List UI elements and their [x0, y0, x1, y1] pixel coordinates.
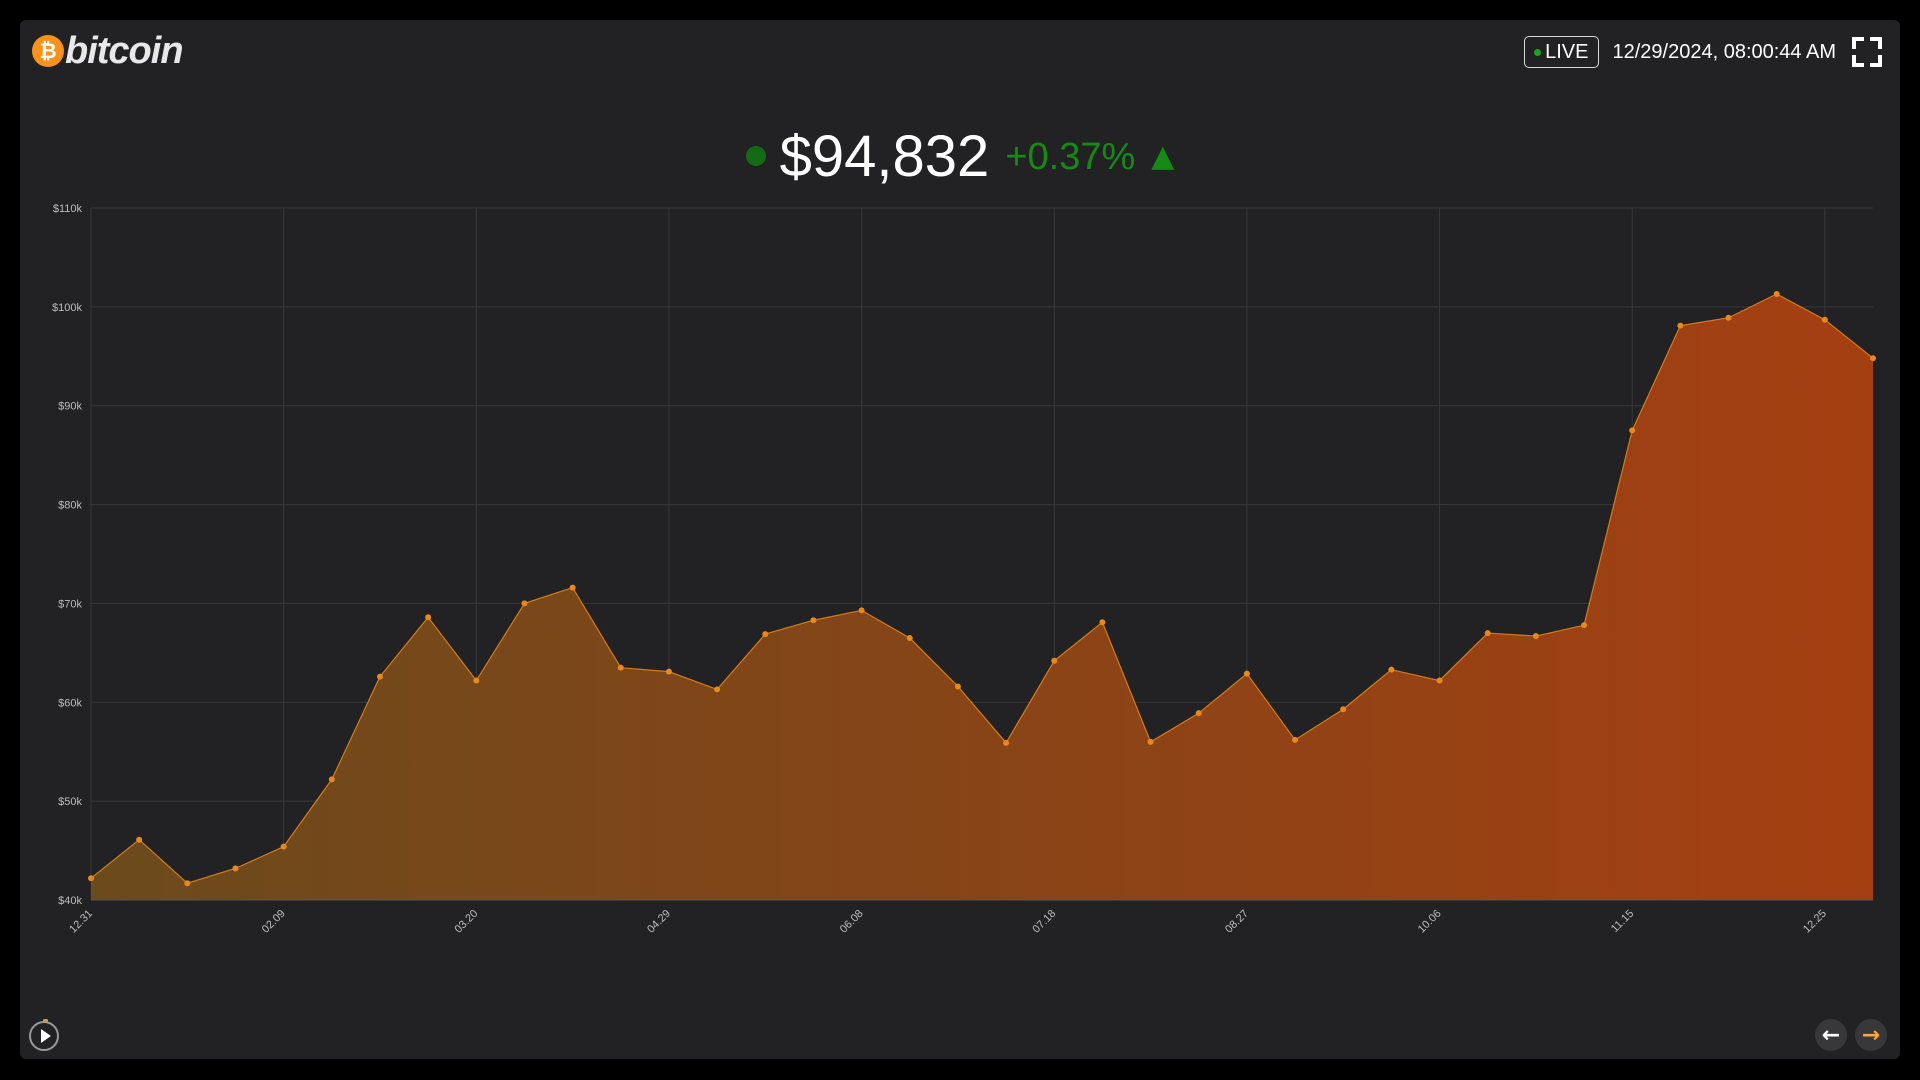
- data-point: [280, 843, 287, 850]
- price-status-dot: [745, 146, 766, 166]
- x-tick-label: 03.20: [452, 908, 480, 936]
- data-point: [1099, 619, 1106, 626]
- trend-up-icon: ▲: [1151, 139, 1175, 174]
- brand-wordmark: bitcoin: [65, 29, 184, 72]
- data-point: [425, 614, 432, 621]
- data-point: [328, 776, 335, 783]
- current-price: $94,832: [779, 124, 990, 189]
- data-point: [1629, 427, 1636, 434]
- y-tick-label: $100k: [52, 302, 82, 314]
- data-point: [762, 631, 769, 638]
- fullscreen-icon[interactable]: [1852, 37, 1882, 67]
- data-point: [1147, 738, 1154, 745]
- y-tick-label: $80k: [58, 500, 82, 512]
- x-tick-label: 07.18: [1030, 908, 1058, 936]
- data-point: [1388, 666, 1395, 673]
- data-point: [665, 668, 672, 675]
- header-status: LIVE 12/29/2024, 08:00:44 AM: [1524, 34, 1882, 70]
- live-label: LIVE: [1545, 40, 1589, 63]
- fullscreen-corner-icon: [1852, 55, 1864, 67]
- data-point: [1677, 322, 1684, 329]
- y-tick-label: $50k: [58, 796, 82, 808]
- x-tick-label: 04.29: [645, 908, 673, 936]
- data-point: [521, 600, 528, 607]
- x-tick-label: 12.25: [1801, 908, 1829, 936]
- x-tick-label: 12.31: [67, 908, 95, 936]
- data-point: [232, 865, 239, 872]
- play-button[interactable]: [29, 1019, 59, 1051]
- data-point: [714, 686, 721, 693]
- x-tick-label: 08.27: [1223, 908, 1251, 936]
- data-point: [136, 836, 143, 843]
- data-point: [1195, 710, 1202, 717]
- data-point: [184, 880, 191, 887]
- price-chart: $40k $50k $60k $70k $80k $90k $100k $110k 12.31 0…: [52, 203, 1876, 936]
- y-tick-label: $90k: [58, 401, 82, 413]
- x-tick-label: 02.09: [260, 908, 288, 936]
- data-point: [906, 635, 913, 642]
- data-point: [1340, 706, 1347, 713]
- data-point: [1243, 670, 1250, 677]
- data-point: [1003, 739, 1010, 746]
- data-point: [569, 584, 576, 591]
- timestamp: 12/29/2024, 08:00:44 AM: [1612, 40, 1836, 63]
- data-point: [1292, 736, 1299, 743]
- y-tick-label: $60k: [58, 697, 82, 709]
- previous-button[interactable]: ←: [1815, 1019, 1847, 1051]
- data-point: [473, 677, 480, 684]
- data-point: [617, 664, 624, 671]
- x-tick-label: 11.15: [1609, 908, 1636, 935]
- live-badge: LIVE: [1524, 36, 1600, 68]
- data-point: [1581, 622, 1588, 629]
- price-ticker: $94,832 +0.37% ▲: [20, 128, 1900, 186]
- fullscreen-corner-icon: [1870, 55, 1882, 67]
- price-line: [90, 293, 1874, 884]
- fullscreen-corner-icon: [1852, 37, 1864, 49]
- x-tick-label: 10.06: [1416, 908, 1444, 936]
- data-point: [1436, 677, 1443, 684]
- next-button[interactable]: →: [1855, 1019, 1887, 1051]
- live-indicator-icon: [1534, 48, 1542, 56]
- y-tick-label: $70k: [58, 598, 82, 610]
- bitcoin-coin-icon: ₿: [32, 35, 64, 67]
- app-frame: ₿ bitcoin LIVE 12/29/2024, 08:00:44 AM $…: [20, 20, 1900, 1059]
- data-point: [1532, 633, 1539, 640]
- data-point: [954, 683, 961, 690]
- fullscreen-corner-icon: [1870, 37, 1882, 49]
- y-tick-label: $110k: [53, 203, 83, 215]
- data-point: [1773, 291, 1780, 298]
- data-point: [1484, 630, 1491, 637]
- play-icon: [40, 1029, 51, 1043]
- price-change: +0.37%: [1005, 136, 1136, 178]
- data-point: [1051, 657, 1058, 664]
- data-point: [88, 875, 94, 882]
- x-tick-label: 06.08: [838, 908, 866, 936]
- data-point: [1821, 316, 1828, 323]
- data-point: [810, 617, 817, 624]
- price-area: [91, 294, 1873, 900]
- y-tick-label: $40k: [58, 895, 82, 907]
- data-point: [1725, 314, 1732, 321]
- data-point: [376, 673, 383, 680]
- data-point: [1870, 355, 1876, 362]
- data-point: [858, 607, 865, 614]
- brand-logo: ₿ bitcoin: [32, 29, 184, 72]
